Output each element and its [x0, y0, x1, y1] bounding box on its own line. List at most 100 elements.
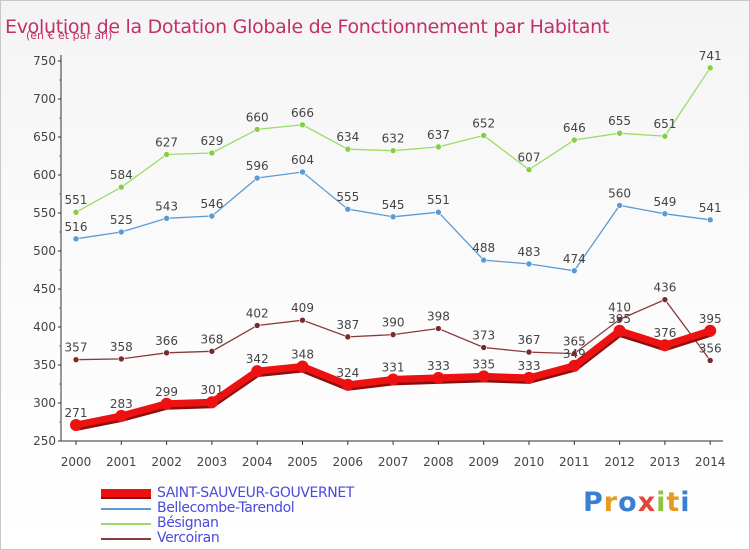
data-point [661, 210, 669, 218]
data-label: 596 [246, 159, 269, 173]
data-label: 390 [382, 316, 405, 330]
data-label: 436 [653, 281, 676, 295]
data-point [160, 397, 173, 410]
y-tick-label: 700 [33, 92, 56, 106]
data-label: 368 [200, 332, 223, 346]
data-point [205, 396, 218, 409]
data-point [570, 350, 578, 357]
data-label: 410 [608, 300, 631, 314]
data-label: 395 [699, 312, 722, 326]
data-point [118, 228, 125, 236]
data-label: 367 [518, 333, 541, 347]
data-label: 660 [246, 110, 269, 124]
data-label: 652 [472, 116, 495, 130]
data-label: 373 [472, 329, 495, 343]
data-label: 474 [563, 252, 586, 266]
data-point [163, 151, 170, 158]
x-tick-label: 2003 [197, 455, 228, 469]
logo-letter: P [583, 487, 604, 518]
data-point [253, 174, 261, 182]
data-point [568, 359, 581, 372]
data-label: 357 [65, 341, 88, 355]
data-point [72, 235, 80, 243]
data-point [118, 355, 125, 363]
data-label: 651 [653, 117, 676, 131]
data-point [435, 143, 442, 151]
data-point [658, 339, 671, 352]
chart-subtitle: (en € et par an) [26, 29, 113, 42]
x-tick-label: 2002 [151, 455, 182, 469]
data-label: 349 [563, 347, 586, 361]
data-point [296, 360, 309, 373]
data-point [389, 213, 397, 221]
data-point [251, 365, 264, 378]
data-label: 634 [336, 130, 359, 144]
logo-letter: i [680, 487, 691, 518]
y-tick-label: 300 [33, 396, 56, 410]
data-point [389, 147, 397, 154]
data-point [389, 331, 397, 338]
data-point [344, 333, 352, 341]
data-point [435, 208, 442, 216]
legend-item: SAINT-SAUVEUR-GOUVERNET [101, 485, 421, 502]
data-label: 299 [155, 385, 178, 399]
data-point [344, 205, 352, 213]
series-besignan: 551 584 627 629 660 666 634 632 637 652 607 646 655 6… [65, 49, 722, 216]
legend-label: Bésignan [157, 515, 219, 531]
logo-letter: r [603, 487, 619, 518]
x-tick-label: 2000 [61, 455, 92, 469]
data-label: 655 [608, 114, 631, 128]
data-point [341, 378, 354, 391]
data-label: 348 [291, 348, 314, 362]
data-label: 376 [653, 326, 676, 340]
data-point [523, 371, 535, 384]
legend-swatch [101, 538, 151, 540]
data-label: 666 [291, 106, 314, 120]
chart-title: Evolution de la Dotation Globale de Fonc… [5, 15, 610, 38]
proxiti-logo: Proxiti [583, 487, 691, 518]
data-point [480, 132, 488, 139]
data-point [299, 316, 306, 324]
data-label: 604 [291, 153, 314, 167]
data-point [72, 208, 80, 216]
logo-letter: o [618, 487, 638, 518]
data-label: 331 [382, 360, 405, 374]
x-tick-label: 2014 [695, 455, 726, 469]
data-label: 398 [427, 310, 450, 324]
legend-swatch [101, 489, 151, 497]
data-point [208, 149, 216, 157]
data-point [661, 132, 669, 140]
data-label: 607 [518, 151, 541, 165]
data-point [616, 316, 623, 323]
data-label: 365 [563, 335, 586, 349]
data-label: 333 [427, 359, 450, 373]
data-label: 271 [65, 406, 88, 420]
legend-item: Bésignan [101, 515, 421, 532]
data-label: 387 [336, 318, 359, 332]
data-point [570, 267, 578, 275]
data-label: 395 [608, 312, 631, 326]
x-tick-label: 2012 [604, 455, 635, 469]
data-point [570, 136, 578, 144]
legend-item: Vercoiran [101, 530, 421, 547]
data-point [72, 356, 80, 363]
logo-letter: i [656, 487, 667, 518]
data-point [344, 145, 352, 153]
data-point [432, 371, 445, 384]
data-point [706, 216, 714, 224]
data-label: 301 [200, 383, 223, 397]
y-tick-label: 550 [33, 206, 56, 220]
legend-label: SAINT-SAUVEUR-GOUVERNET [157, 485, 354, 501]
data-label: 366 [155, 334, 178, 348]
x-tick-label: 2013 [650, 455, 681, 469]
data-point [661, 296, 669, 303]
line-chart: 250 300 350 400 450 500 550 600 650 700 750 2000 200… [33, 49, 726, 469]
data-point [163, 349, 170, 357]
x-tick-label: 2004 [242, 455, 273, 469]
data-point [299, 121, 306, 129]
data-label: 551 [65, 193, 88, 207]
data-label: 627 [155, 135, 178, 149]
y-tick-label: 650 [33, 130, 56, 144]
x-tick-label: 2005 [287, 455, 318, 469]
